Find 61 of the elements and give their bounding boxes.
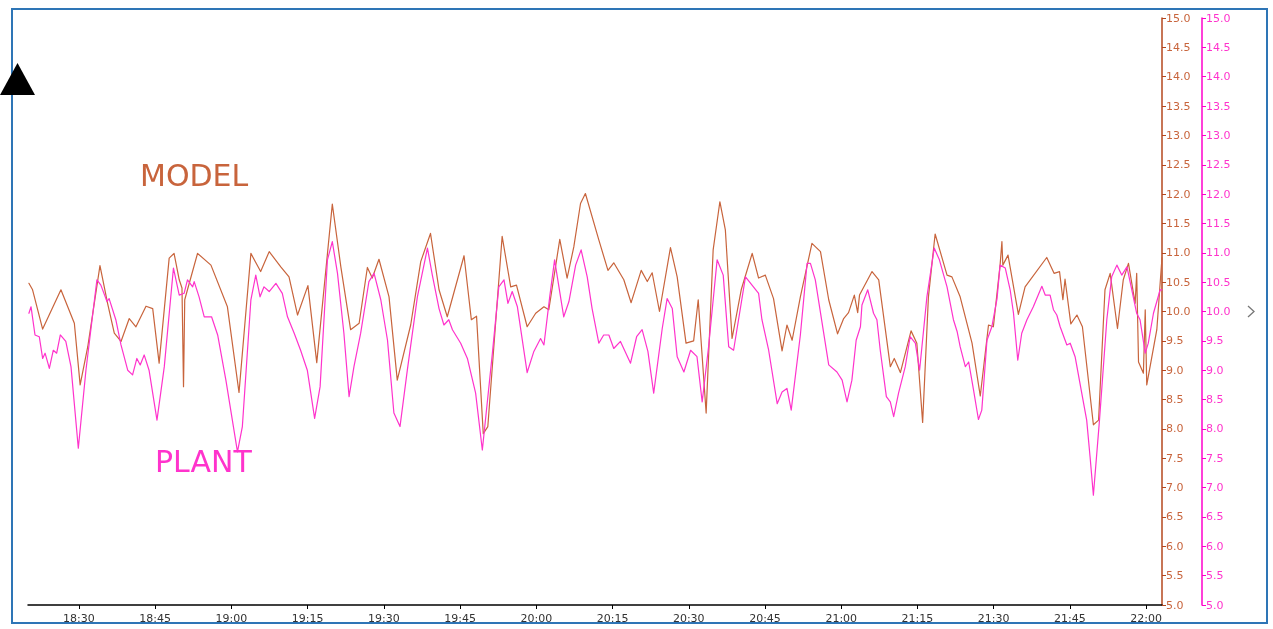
- line-series: [28, 241, 1163, 496]
- x-tick-label: 19:30: [367, 612, 400, 625]
- y-tick-label: 11.0: [1166, 246, 1191, 260]
- y-tick-label: 15.0: [1166, 11, 1191, 25]
- x-tick-label: 21:30: [977, 612, 1010, 625]
- y2-tick-label: 5.5: [1206, 569, 1224, 583]
- y2-tick-label: 12.5: [1206, 158, 1231, 172]
- y2-tick-label: 15.0: [1206, 11, 1231, 25]
- y2-tick-label: 6.5: [1206, 510, 1224, 524]
- x-tick-label: 22:00: [1130, 612, 1162, 625]
- x-tick-label: 18:45: [139, 612, 171, 625]
- y2-tick-label: 8.0: [1206, 422, 1224, 436]
- y2-tick-label: 12.0: [1206, 187, 1231, 201]
- y2-tick-label: 10.0: [1206, 305, 1231, 318]
- x-tick-label: 21:00: [825, 612, 858, 625]
- y2-tick-label: 11.5: [1206, 216, 1231, 230]
- y-tick-label: 7.5: [1166, 451, 1184, 465]
- y2-tick-label: 7.5: [1206, 451, 1224, 465]
- x-tick-label: 20:45: [749, 612, 781, 625]
- x-tick-label: 19:45: [444, 612, 476, 625]
- y2-tick-label: 13.5: [1206, 99, 1231, 113]
- y2-tick-label: 8.5: [1206, 393, 1224, 407]
- x-tick-label: 18:30: [63, 612, 95, 625]
- y2-tick-label: 10.5: [1206, 275, 1231, 289]
- y2-tick-label: 7.0: [1206, 481, 1224, 495]
- y2-tick-label: 11.0: [1206, 246, 1231, 260]
- x-tick-label: 19:15: [291, 612, 324, 625]
- y2-tick-label: 9.0: [1206, 363, 1224, 377]
- y2-tick-label: 13.0: [1206, 128, 1231, 142]
- x-tick-label: 20:15: [596, 612, 629, 625]
- y-tick-label: 5.0: [1166, 598, 1184, 612]
- x-tick-label: 19:00: [215, 612, 248, 625]
- series-label: PLANT: [155, 443, 253, 479]
- y-tick-label: 9.0: [1166, 363, 1184, 377]
- line-series: [28, 192, 1163, 435]
- y-tick-label: 7.0: [1166, 481, 1184, 495]
- y2-tick-label: 14.5: [1206, 40, 1231, 54]
- y-tick-label: 5.5: [1166, 569, 1184, 583]
- y-tick-label: 14.0: [1166, 70, 1191, 84]
- y2-tick-label: 14.0: [1206, 70, 1231, 84]
- y-tick-label: 9.5: [1166, 334, 1184, 348]
- y-tick-label: 14.5: [1166, 40, 1191, 54]
- y-tick-label: 13.0: [1166, 128, 1191, 142]
- y2-tick-label: 5.0: [1206, 598, 1224, 612]
- y-tick-label: 6.0: [1166, 539, 1184, 553]
- y-tick-label: 8.5: [1166, 393, 1184, 407]
- y-tick-label: 10.5: [1166, 275, 1191, 289]
- y2-tick-label: 9.5: [1206, 334, 1224, 348]
- x-tick-label: 20:30: [672, 612, 705, 625]
- y-tick-label: 12.0: [1166, 187, 1191, 201]
- x-tick-label: 21:45: [1054, 612, 1086, 625]
- text: MODEL: [140, 157, 249, 193]
- y-tick-label: 12.5: [1166, 158, 1191, 172]
- y-tick-label: 6.5: [1166, 510, 1184, 524]
- y-tick-label: 11.5: [1166, 216, 1191, 230]
- x-tick-label: 20:00: [520, 612, 553, 625]
- y-tick-label: 10.0: [1166, 305, 1191, 318]
- y-tick-label: 8.0: [1166, 422, 1184, 436]
- y-tick-label: 13.5: [1166, 99, 1191, 113]
- x-tick-label: 21:15: [901, 612, 934, 625]
- y2-tick-label: 6.0: [1206, 539, 1224, 553]
